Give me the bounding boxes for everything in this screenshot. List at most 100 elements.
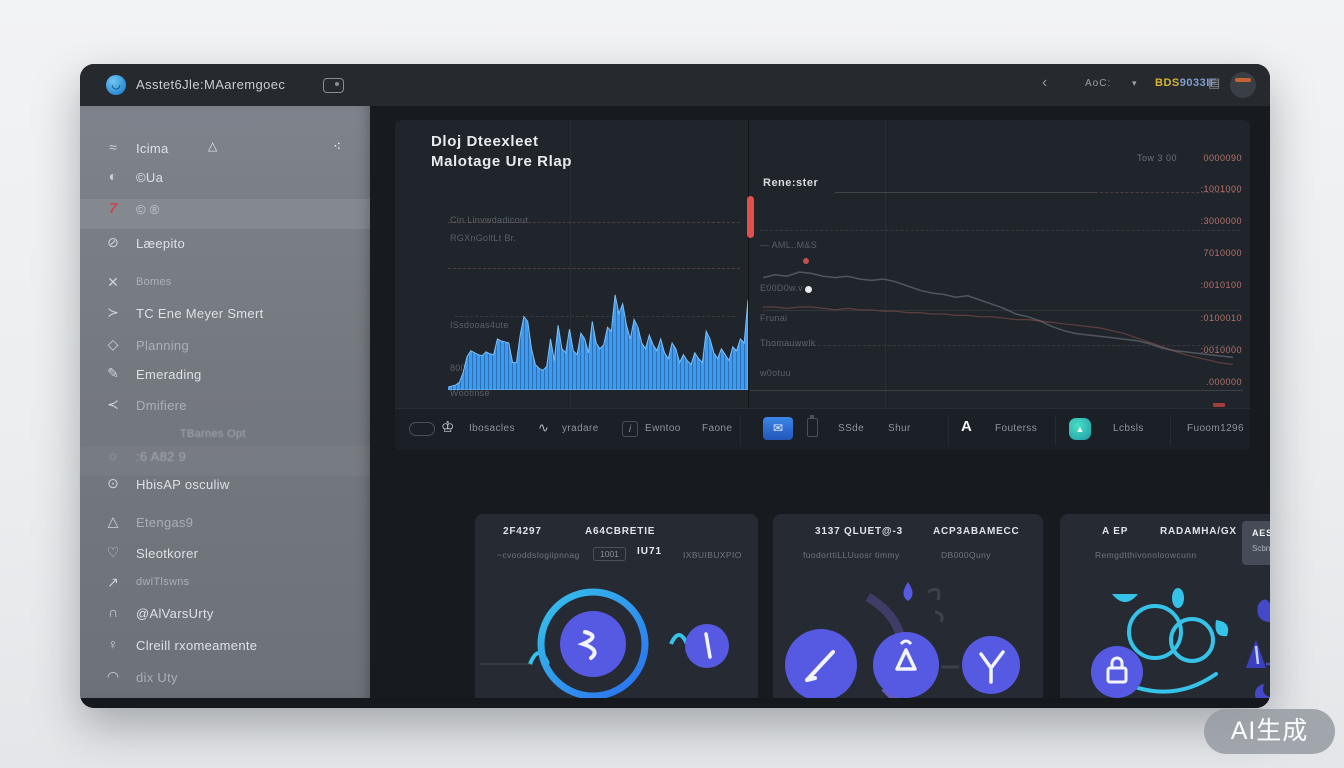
sidebar-item-dmifiere[interactable]: ≺ Dmifiere bbox=[80, 395, 370, 419]
step-circle-flask-icon bbox=[873, 632, 939, 698]
y-axis-label: ISsdooas4ute bbox=[450, 320, 509, 330]
target-icon: ⊙ bbox=[107, 475, 119, 491]
series-label: Thomauwwlk bbox=[760, 338, 816, 348]
chip-title: AESVAPG bbox=[1252, 528, 1270, 538]
account-id[interactable]: BDS9033IF bbox=[1155, 77, 1217, 89]
letter-a-icon[interactable]: A bbox=[961, 418, 972, 435]
chevron-down-icon[interactable]: ▾ bbox=[1132, 78, 1137, 88]
account-id-suffix: 9033IF bbox=[1179, 77, 1217, 89]
globe-icon[interactable]: ▲ bbox=[1069, 418, 1091, 440]
series-label: E00D0w.v bbox=[760, 283, 803, 293]
gauge-illustration bbox=[480, 588, 729, 700]
toolbar-item-lcbsls[interactable]: Lcbsls bbox=[1113, 423, 1144, 434]
arrow-up-right-icon: ↗ bbox=[107, 574, 119, 590]
pebble-icon bbox=[1172, 588, 1184, 608]
toolbar-item-ibosacles[interactable]: Ibosacles bbox=[469, 423, 515, 434]
sidebar-item-dixuty[interactable]: ◠ dix Uty bbox=[80, 667, 370, 691]
toolbar-item-ssde[interactable]: SSde bbox=[838, 423, 865, 434]
blob-heart-icon bbox=[1257, 599, 1270, 622]
sidebar-item-planning[interactable]: ◇ Planning bbox=[80, 335, 370, 359]
card-subtitle: DB000Quny bbox=[941, 550, 991, 560]
waves-icon: ≈ bbox=[109, 139, 117, 155]
toolbar-item-faone[interactable]: Faone bbox=[702, 423, 733, 434]
heart-icon: ♡ bbox=[106, 544, 120, 560]
card-title: 2F4297 bbox=[503, 526, 542, 537]
chevron-left-icon[interactable]: ‹ bbox=[1042, 74, 1048, 91]
avatar[interactable] bbox=[1230, 72, 1256, 98]
sidebar-item-oua[interactable]: ◐ ©Ua bbox=[80, 167, 370, 191]
pill-icon[interactable] bbox=[409, 422, 435, 436]
camera-icon[interactable] bbox=[323, 78, 344, 93]
metric-value: .000000 bbox=[1205, 377, 1242, 387]
account-id-prefix: BDS bbox=[1155, 77, 1180, 89]
leaf-icon bbox=[1215, 620, 1229, 637]
sidebar-item-hbisap[interactable]: ⊙ HbisAP osculiw bbox=[80, 474, 370, 498]
half-circle-icon: ◐ bbox=[108, 168, 118, 184]
angle-right-icon: ≻ bbox=[107, 304, 119, 320]
angle-left-icon: ≺ bbox=[107, 396, 119, 412]
sidebar-item-dwitlswns[interactable]: ↗ dwiTlswns bbox=[80, 573, 370, 597]
chart-title-line2: Malotage Ure Rlap bbox=[431, 153, 573, 170]
card-subtitle: Remgdtthivonoloowcunn bbox=[1095, 550, 1197, 560]
sidebar-item-sleotkorer[interactable]: ♡ Sleotkorer bbox=[80, 543, 370, 567]
chart-toolbar: ♔ Ibosacles ∿ yradare i Ewntoo Faone ✉ S… bbox=[395, 408, 1250, 450]
crown-icon[interactable]: ♔ bbox=[441, 419, 455, 436]
gauge-icon: ◠ bbox=[106, 668, 120, 684]
sidebar-item-etengas[interactable]: △ Etengas9 bbox=[80, 512, 370, 536]
gauge-center-icon bbox=[560, 611, 626, 677]
metric-value: :3000000 bbox=[1200, 216, 1242, 226]
card-value-box: 1001 bbox=[593, 547, 626, 561]
trend-polyline bbox=[763, 271, 1233, 359]
topbar: ◡ Asstet6Jle:MAaremgoec ‹ AoC: ▾ BDS9033… bbox=[80, 64, 1270, 106]
sidebar-item-label: Planning bbox=[136, 338, 189, 353]
card-workflow[interactable]: 3137 QLUET@-3 ACP3ABAMECC fuodorttiLLUuo… bbox=[773, 514, 1043, 708]
red-tick-marker bbox=[1213, 403, 1225, 407]
sidebar-item-emerading[interactable]: ✎ Emerading bbox=[80, 364, 370, 388]
sidebar-item-label: HbisAP osculiw bbox=[136, 477, 230, 492]
toolbar-separator bbox=[948, 415, 949, 445]
mode-dropdown[interactable]: AoC: bbox=[1085, 78, 1112, 89]
toolbar-item-ewntoo[interactable]: Ewntoo bbox=[645, 423, 681, 434]
sidebar-item-label: Sleotkorer bbox=[136, 546, 199, 561]
metric-value: 0000090 bbox=[1203, 153, 1242, 163]
toolbar-item-shur[interactable]: Shur bbox=[888, 423, 911, 434]
sidebar-item-icima[interactable]: ≈ Icima △ ⁖ bbox=[80, 138, 370, 162]
toolbar-item-fouterss[interactable]: Fouterss bbox=[995, 423, 1038, 434]
card-chip[interactable]: AESVAPG Scbnmxd. bbox=[1242, 521, 1270, 565]
sidebar-item-ene-management[interactable]: ≻ TC Ene Meyer Smert bbox=[80, 303, 370, 327]
slash-circle-icon: ⊘ bbox=[107, 234, 119, 250]
cloud-loop-icon bbox=[1127, 604, 1183, 660]
info-square-icon[interactable]: i bbox=[622, 421, 638, 437]
sidebar-item-selected[interactable]: 7 © ® bbox=[80, 199, 370, 229]
card-gauge[interactable]: 2F4297 A64CBRETIE ~cvooddslogiipnnag 100… bbox=[475, 514, 758, 708]
series-label: — AML..M&S bbox=[760, 240, 818, 250]
card-title: A64CBRETIE bbox=[585, 526, 656, 537]
card-title: 3137 QLUET@-3 bbox=[815, 526, 903, 537]
mail-icon[interactable]: ✉ bbox=[763, 417, 793, 440]
app-logo-icon[interactable]: ◡ bbox=[106, 75, 126, 95]
battery-icon[interactable] bbox=[807, 415, 818, 437]
sidebar-item-clreill[interactable]: ♀ Clreill rxomeamente bbox=[80, 635, 370, 659]
clipboard-icon[interactable]: ▤ bbox=[1208, 75, 1221, 90]
chart-panel: Dloj Dteexleet Malotage Ure Rlap Cin Lin… bbox=[395, 120, 1250, 450]
toolbar-item-yradare[interactable]: yradare bbox=[562, 423, 599, 434]
trend-chart bbox=[763, 271, 1233, 365]
card-security[interactable]: A EP RADAMHA/GX AESVAPG Scbnmxd. Remgdtt… bbox=[1060, 514, 1270, 708]
sidebar-item-ghost-2[interactable]: ☼ :6 A82 9 bbox=[80, 446, 370, 476]
chart-title-line1: Dloj Dteexleet bbox=[431, 133, 539, 150]
alert-indicator bbox=[747, 196, 754, 238]
toolbar-separator bbox=[1055, 415, 1056, 445]
gridline-dashed bbox=[455, 316, 735, 317]
sidebar-item-label: @AlVarsUrty bbox=[136, 606, 214, 621]
sidebar-item-alvarsurty[interactable]: ∩ @AlVarsUrty bbox=[80, 603, 370, 627]
series-label: w0otuu bbox=[760, 368, 791, 378]
sun-icon: ☼ bbox=[106, 447, 120, 463]
sidebar-item-laepito[interactable]: ⊘ Læepito bbox=[80, 233, 370, 257]
triangle-icon: △ bbox=[107, 513, 119, 529]
sparkline-icon[interactable]: ∿ bbox=[538, 420, 549, 435]
metric-value: :0010000 bbox=[1200, 345, 1242, 355]
sidebar-item-bomes[interactable]: ✕ Bomes bbox=[80, 273, 370, 297]
sidebar-item-ghost-1[interactable]: TBarnes Opt bbox=[80, 425, 370, 449]
more-options-icon[interactable]: ⁖ bbox=[333, 138, 342, 154]
toolbar-item-fuoom[interactable]: Fuoom1296 bbox=[1187, 423, 1244, 434]
